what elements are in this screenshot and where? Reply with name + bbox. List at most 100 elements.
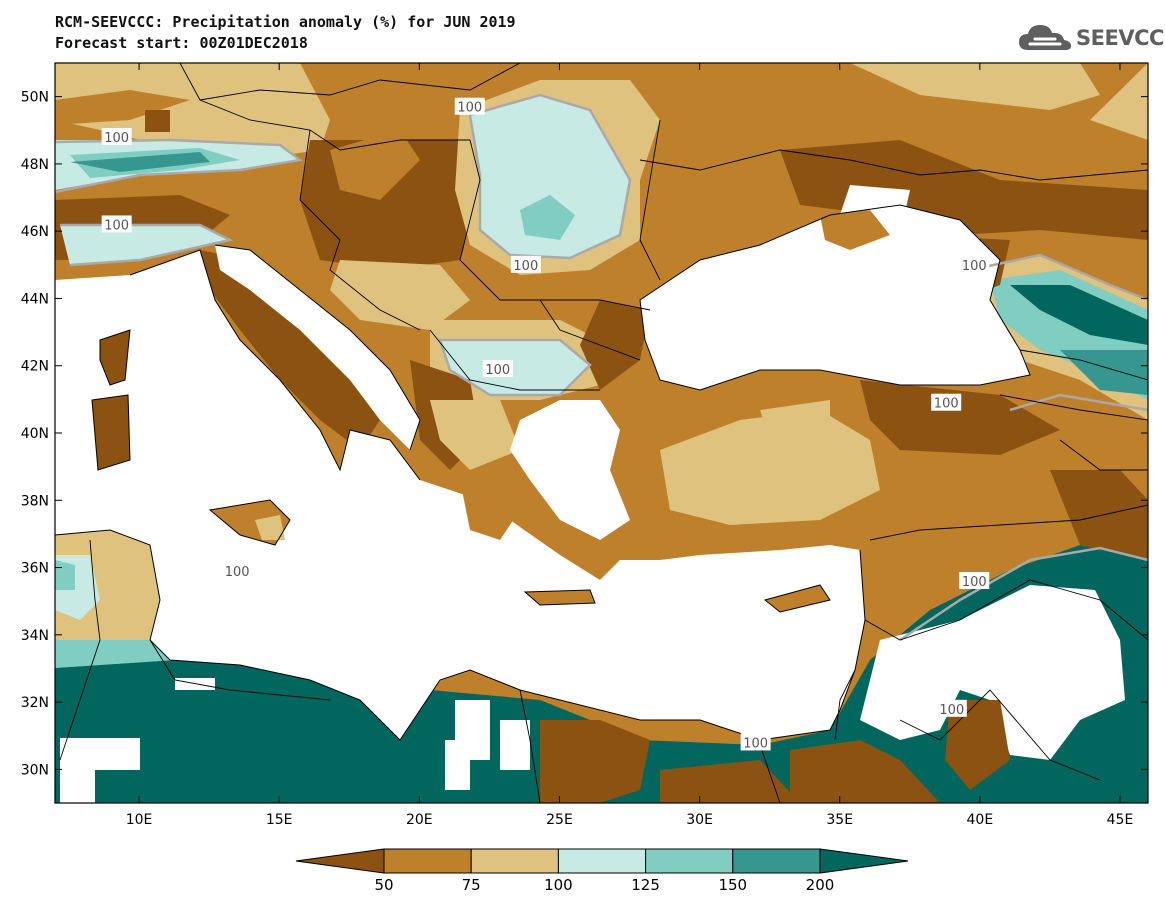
region-75-100-dinarides: [330, 260, 470, 330]
country-borders: [59, 63, 1148, 803]
contour-label-bg: [959, 572, 990, 589]
nodata-patch: [445, 700, 490, 790]
lon-tick-label: 30E: [686, 812, 713, 828]
contour-label: 100: [513, 259, 538, 274]
contour-label-bg: [931, 393, 962, 411]
contour-label-bg: [222, 561, 253, 579]
region-75-100-russia: [850, 63, 1100, 110]
colorbar-label: 75: [462, 876, 481, 894]
colorbar-label: 200: [806, 876, 835, 894]
contour-label-bg: [101, 215, 132, 233]
lat-tick-label: 42N: [21, 359, 49, 375]
seevccc-logo: SEEVCCC: [1018, 22, 1165, 54]
region-100-125-po: [60, 225, 230, 265]
adriatic-sea: [215, 245, 420, 450]
colorbar-swatch: [645, 848, 734, 874]
region-75-100-russia-ne: [1090, 63, 1148, 140]
region-lt50-egypt: [540, 720, 650, 803]
latitude-axis: 50N 48N 46N 44N 42N 40N 38N 36N 34N 32N 30N: [21, 90, 1148, 778]
colorbar: 50 75 100 125 150 200: [295, 848, 909, 894]
lat-tick-label: 32N: [21, 695, 49, 711]
lon-tick-label: 20E: [406, 812, 433, 828]
contour-label: 100: [225, 565, 250, 580]
colorbar-label: 150: [718, 876, 747, 894]
lon-tick-label: 45E: [1107, 812, 1134, 828]
lon-tick-label: 15E: [266, 812, 293, 828]
colorbar-label: 100: [544, 876, 573, 894]
colorbar-swatch: [383, 848, 472, 874]
region-gt200-caucasus: [1010, 285, 1148, 345]
cyprus: [765, 585, 830, 612]
contour-label: 100: [457, 101, 482, 116]
coastlines: [55, 204, 1031, 741]
lat-tick-label: 44N: [21, 291, 49, 307]
region-lt50-italy: [200, 250, 380, 450]
region-75-100-anatolia: [760, 400, 830, 470]
lon-tick-label: 10E: [126, 812, 153, 828]
colorbar-label: 50: [374, 876, 393, 894]
lat-tick-label: 50N: [21, 90, 49, 106]
sicily-light: [255, 515, 285, 540]
contour-label: 100: [962, 575, 987, 590]
contour-label-bg: [454, 97, 485, 115]
contour-labels: 100 100 100 100 100 100 100 100 100 100 100: [101, 97, 990, 751]
map-field: [55, 63, 1148, 803]
map-subtitle: Forecast start: 00Z01DEC2018: [55, 34, 308, 52]
cloud-icon: [1019, 25, 1071, 50]
region-lt50-east-anatolia: [860, 380, 1060, 455]
region-50-75-germany: [55, 90, 190, 125]
region-100-125-carpathians: [470, 95, 630, 258]
contour-label-bg: [101, 128, 132, 145]
sardinia: [92, 395, 130, 470]
map-title: RCM-SEEVCCC: Precipitation anomaly (%) f…: [55, 13, 516, 31]
colorbar-lower-extend: [295, 848, 385, 874]
region-lt50-bulgaria: [580, 300, 650, 390]
lat-tick-label: 34N: [21, 628, 49, 644]
region-lt50-arabia: [945, 700, 1010, 790]
lat-tick-label: 48N: [21, 157, 49, 173]
lat-tick-label: 40N: [21, 426, 49, 442]
region-lt50-iran: [1050, 470, 1148, 560]
lat-tick-label: 30N: [21, 762, 49, 778]
colorbar-swatch: [557, 848, 647, 874]
lon-tick-label: 40E: [967, 812, 994, 828]
region-lt50-egypt: [660, 760, 800, 803]
colorbar-swatch: [470, 848, 559, 874]
nodata-patch: [60, 738, 140, 803]
peloponnese: [460, 470, 520, 540]
colorbar-swatch: [732, 848, 821, 874]
region-lt50-spot: [145, 110, 170, 132]
colorbar-upper-extend: [819, 848, 909, 874]
crimea: [820, 210, 890, 250]
region-lt50-sinai: [790, 740, 940, 803]
region-125-150-algeria: [55, 560, 75, 590]
aegean-sea: [510, 400, 630, 540]
lon-tick-label: 25E: [546, 812, 573, 828]
mediterranean-sea: [55, 250, 865, 740]
longitude-axis: 10E 15E 20E 25E 30E 35E 40E 45E: [126, 63, 1134, 828]
contour-label: 100: [485, 363, 510, 378]
contour-label-bg: [510, 255, 541, 273]
lat-tick-label: 36N: [21, 561, 49, 577]
lon-tick-label: 35E: [826, 812, 853, 828]
logo-text: SEEVCCC: [1076, 26, 1165, 50]
contour-label: 100: [104, 131, 129, 146]
contour-label-bg: [482, 360, 513, 378]
contour-label-bg: [936, 699, 967, 717]
lat-tick-label: 38N: [21, 493, 49, 509]
nodata-patch: [500, 720, 530, 770]
nodata-patch: [860, 585, 1125, 760]
crete: [525, 590, 595, 605]
contour-label: 100: [934, 397, 959, 412]
black-sea: [640, 205, 1030, 390]
contour-label: 100: [939, 703, 964, 718]
contour-label-bg: [959, 255, 990, 273]
contour-label: 100: [962, 259, 987, 274]
region-150-200-caucasus: [1060, 350, 1148, 395]
colorbar-label: 125: [631, 876, 660, 894]
region-150-200-alps: [70, 152, 210, 172]
contour-label: 100: [743, 736, 768, 751]
lat-tick-label: 46N: [21, 224, 49, 240]
contour-100: [55, 93, 1148, 642]
